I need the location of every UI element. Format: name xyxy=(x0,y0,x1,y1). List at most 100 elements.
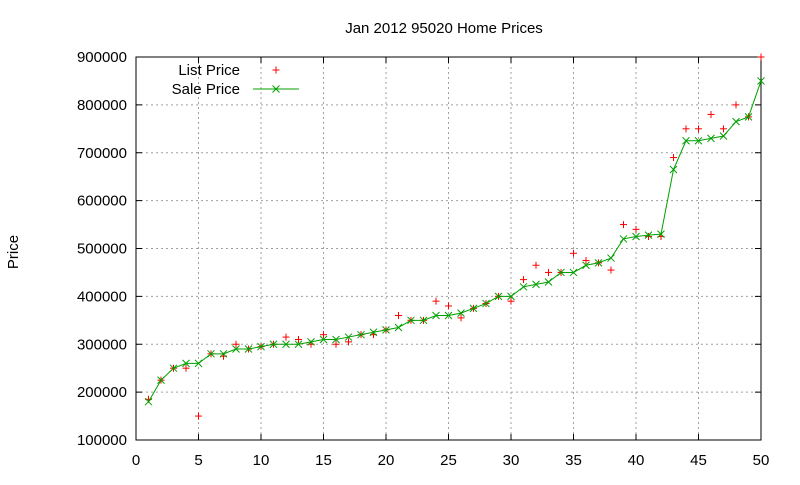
sale-price-point xyxy=(257,342,265,351)
list-price-point xyxy=(320,331,327,339)
legend-label: List Price xyxy=(178,62,240,79)
x-tick-label: 45 xyxy=(690,452,707,469)
list-price-point xyxy=(432,297,440,305)
y-tick-label: 300000 xyxy=(77,336,127,353)
x-tick-label: 15 xyxy=(315,452,332,469)
list-price-point xyxy=(682,125,690,133)
sale-price-point xyxy=(657,230,665,238)
legend: List Price Sale Price xyxy=(172,62,299,98)
list-price-point xyxy=(570,249,577,257)
sale-price-point xyxy=(757,77,765,85)
x-tick-label: 5 xyxy=(194,452,202,469)
y-axis-label: Price xyxy=(5,235,22,269)
sale-price-point xyxy=(269,340,278,349)
sale-price-point xyxy=(419,316,428,325)
sale-price-point xyxy=(144,397,153,406)
sale-price-point xyxy=(307,338,315,346)
x-tick-label: 30 xyxy=(503,452,520,469)
x-tick-label: 10 xyxy=(253,452,270,469)
list-price-point xyxy=(195,412,202,420)
list-price-point xyxy=(545,268,552,276)
sale-price-point xyxy=(382,326,390,334)
sale-price-point xyxy=(482,299,490,308)
sale-price-point xyxy=(457,309,465,317)
sale-price-point xyxy=(232,345,240,353)
sale-price-point xyxy=(682,136,690,145)
y-tick-label: 400000 xyxy=(77,288,127,305)
list-price-point xyxy=(670,154,677,162)
sale-price-point xyxy=(732,117,740,126)
legend-item-list-price: List Price xyxy=(178,62,280,79)
list-price-point xyxy=(620,221,627,229)
list-price-point xyxy=(607,266,615,274)
sale-price-point xyxy=(619,235,628,243)
sale-price-point xyxy=(519,282,528,291)
sale-price-point xyxy=(394,323,403,332)
list-price-point xyxy=(507,297,515,305)
sale-price-point xyxy=(207,349,215,358)
list-price-point xyxy=(720,125,727,133)
sale-price-point xyxy=(744,112,753,121)
sale-price-point xyxy=(182,359,190,368)
sale-price-point xyxy=(169,364,178,373)
sale-price-point xyxy=(694,136,703,145)
sale-price-point xyxy=(644,231,653,239)
list-price-point xyxy=(520,276,527,284)
sale-price-point xyxy=(344,333,353,341)
list-price-point xyxy=(695,125,702,133)
sale-price-point xyxy=(632,232,640,241)
sale-price-point xyxy=(319,335,328,344)
sale-price-point xyxy=(532,280,540,289)
sale-price-point xyxy=(507,292,515,301)
list-price-point xyxy=(707,110,715,118)
ticks-layer: 0 5 10 15 20 25 30 35 40 45 50 100000 200000 300000 40… xyxy=(77,49,769,469)
sale-price-point xyxy=(494,292,503,301)
x-tick-label: 40 xyxy=(628,452,645,469)
list-price-point xyxy=(295,335,302,343)
y-tick-label: 900000 xyxy=(77,49,127,66)
sale-price-line xyxy=(148,80,762,402)
list-price-point xyxy=(457,314,465,322)
sale-price-point xyxy=(282,340,290,349)
sale-price-point xyxy=(219,349,228,358)
list-price-point xyxy=(232,340,240,348)
x-tick-label: 25 xyxy=(440,452,457,469)
list-price-point xyxy=(332,340,340,348)
sale-price-point xyxy=(582,261,590,270)
x-tick-label: 0 xyxy=(132,452,140,469)
sale-price-point xyxy=(432,311,440,320)
sale-price-point xyxy=(544,278,553,286)
y-tick-label: 600000 xyxy=(77,193,127,210)
legend-label: Sale Price xyxy=(172,81,240,98)
y-tick-label: 700000 xyxy=(77,145,127,162)
sale-price-point xyxy=(669,165,678,174)
list-price-point xyxy=(632,225,640,233)
list-price-point xyxy=(445,302,452,310)
list-price-point xyxy=(645,233,652,241)
y-tick-label: 100000 xyxy=(77,432,127,449)
sale-price-point xyxy=(332,335,340,344)
sale-price-point xyxy=(157,376,165,385)
legend-swatch-marker xyxy=(272,66,280,74)
sale-price-point xyxy=(607,254,615,262)
chart-title: Jan 2012 95020 Home Prices xyxy=(345,20,543,37)
x-tick-label: 50 xyxy=(753,452,770,469)
x-tick-label: 20 xyxy=(378,452,395,469)
list-price-point xyxy=(182,364,190,372)
sale-price-point xyxy=(557,268,565,277)
sale-price-point xyxy=(194,359,203,368)
legend-item-sale-price: Sale Price xyxy=(172,81,299,98)
list-price-series xyxy=(145,53,765,420)
list-price-point xyxy=(732,101,740,109)
legend-swatch-marker xyxy=(272,85,280,93)
sale-price-point xyxy=(444,311,453,320)
sale-price-series xyxy=(144,77,765,406)
sale-price-point xyxy=(244,345,253,353)
list-price-point xyxy=(757,53,765,61)
list-price-point xyxy=(395,312,402,320)
list-price-point xyxy=(345,338,352,346)
sale-price-point xyxy=(569,268,578,277)
list-price-point xyxy=(582,256,590,264)
